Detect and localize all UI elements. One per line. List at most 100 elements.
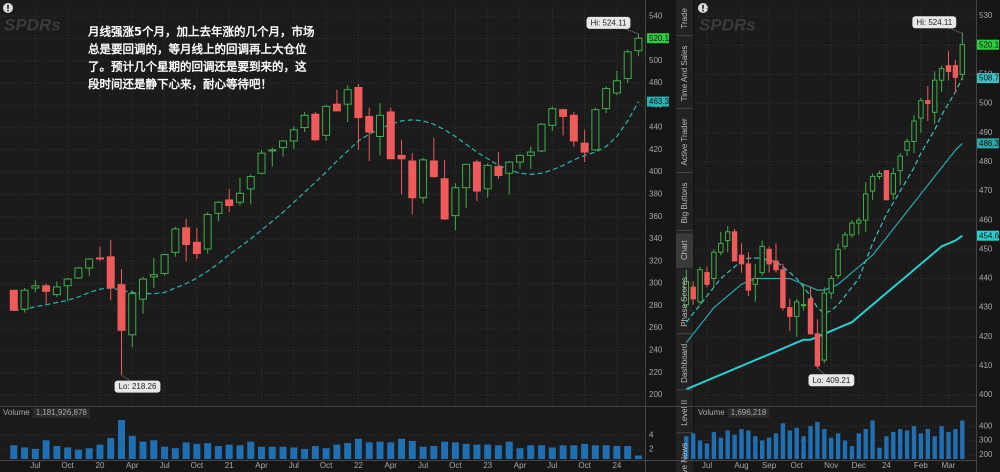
x-tick-label: Oct [191, 461, 204, 470]
volume-bar [732, 434, 737, 459]
candle-body [365, 115, 374, 133]
candle-body [612, 80, 621, 94]
volume-bar [419, 446, 427, 459]
candle-body [139, 278, 148, 300]
y-tick-label: 440 [649, 123, 663, 132]
sidebar-tab[interactable]: Active Trader [676, 118, 693, 173]
candle-body [20, 289, 29, 310]
sidebar-tab[interactable]: Trade [676, 7, 693, 37]
tab-label: Phase Scores [680, 277, 689, 327]
candle-body [268, 149, 277, 152]
y-tick-label: 530 [979, 11, 993, 20]
candle-body [354, 86, 363, 119]
alert-icon[interactable] [3, 3, 13, 13]
volume-bar [718, 437, 723, 459]
x-tick-label: Apr [255, 461, 268, 470]
candle-body [160, 254, 169, 275]
candle-body [683, 280, 689, 306]
candle-body [332, 103, 341, 112]
volume-readout-box [32, 408, 90, 418]
candle-body [515, 154, 524, 163]
candle-body [925, 100, 931, 105]
volume-bar [484, 444, 492, 459]
candle-body [235, 192, 244, 203]
x-tick-label: 24 [612, 461, 621, 470]
chart: SPDRs20022024026028030032034036038040042… [0, 5, 674, 470]
volume-bar [624, 446, 632, 459]
tab-label: Live News [680, 443, 689, 472]
candle-body [494, 166, 503, 176]
x-tick-label: Oct [449, 461, 462, 470]
annotation-text: 了。预计几个星期的回调还是要到来的，这 [88, 60, 307, 74]
icon-glyph [702, 9, 704, 12]
candle-body [279, 140, 288, 149]
volume-bar [548, 447, 556, 459]
price-tag [977, 39, 999, 50]
callout-label: Hi: 524.11 [916, 18, 952, 27]
volume-bar [279, 446, 287, 459]
sidebar-tab[interactable]: Dashboard [676, 344, 693, 391]
volume-bar [268, 446, 276, 459]
volume-bar [870, 420, 875, 459]
volume-tick-label: 2 [649, 445, 654, 454]
y-tick-label: 490 [979, 128, 993, 137]
active-tab [676, 233, 693, 267]
volume-tick-label: 300 [979, 436, 993, 445]
volume-bar [932, 436, 937, 459]
volume-bar [441, 441, 449, 459]
volume-bar [193, 443, 201, 459]
y-tick-label: 340 [649, 234, 663, 243]
sidebar-tab[interactable]: Time And Sales [676, 46, 693, 109]
candle-body [429, 160, 438, 178]
sidebar-tab[interactable]: Big Buttons [676, 182, 693, 231]
volume-bar [214, 446, 222, 459]
x-tick-label: 24 [882, 461, 891, 470]
volume-bar [760, 440, 765, 459]
annotation-text: 月线强涨5个月，加上去年涨的几个月，市场 [87, 25, 315, 39]
callout-box [808, 374, 855, 387]
x-tick-label: Mar [942, 461, 956, 470]
chart: SPDRs40041042043044045046047048049050051… [683, 5, 1000, 470]
volume-bar [494, 445, 502, 459]
candle-body [117, 284, 126, 331]
volume-readout: 1,696,218 [731, 408, 767, 417]
volume-bar [451, 442, 459, 459]
volume-bar [808, 426, 813, 459]
candle-body [505, 161, 514, 174]
volume-bar [863, 429, 868, 459]
candle-body [440, 178, 449, 220]
y-tick-label: 320 [649, 256, 663, 265]
sidebar-tab[interactable]: Level II [676, 400, 693, 434]
volume-bar [301, 448, 309, 459]
volume-bar [64, 447, 72, 459]
candle-body [780, 269, 786, 309]
volume-bar [182, 442, 190, 459]
volume-bar [613, 446, 621, 459]
candle-body [386, 111, 395, 160]
sidebar-tab[interactable]: Phase Scores [676, 277, 693, 335]
volume-bar [505, 441, 513, 459]
volume-bar [842, 440, 848, 459]
sidebar-tab[interactable]: Live News [676, 443, 693, 472]
candle-body [828, 277, 834, 294]
volume-readout-box [727, 408, 770, 418]
y-tick-label: 470 [979, 186, 993, 195]
sidebar-tab[interactable]: Chart [676, 233, 693, 268]
volume-bar [53, 446, 61, 459]
candle-body [63, 278, 72, 287]
x-tick-label: Nov [824, 461, 838, 470]
watermark: SPDRs [699, 15, 756, 34]
candle-body [192, 241, 201, 254]
volume-bar [150, 440, 158, 459]
candle-body [911, 120, 917, 142]
candle-body [311, 113, 320, 141]
volume-bar [815, 421, 820, 459]
alert-icon[interactable] [698, 3, 708, 13]
candle-body [246, 176, 255, 190]
y-tick-label: 500 [649, 56, 663, 65]
candle-body [322, 105, 331, 136]
volume-bar [354, 438, 362, 459]
volume-bar [849, 446, 855, 459]
x-tick-label: Jul [702, 461, 712, 470]
candle-body [602, 88, 611, 110]
